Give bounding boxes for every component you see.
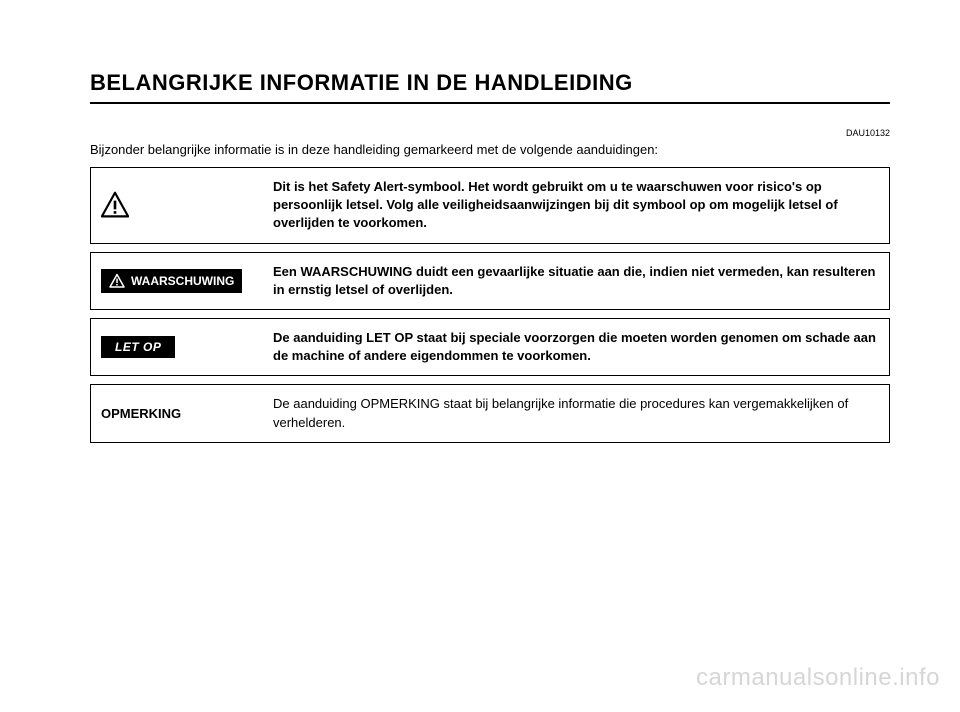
note-label: OPMERKING — [101, 406, 181, 421]
box-note-left: OPMERKING — [91, 385, 261, 441]
intro-text: Bijzonder belangrijke informatie is in d… — [90, 142, 890, 157]
box-safety-alert-left — [91, 168, 261, 243]
box-caution: LET OP De aanduiding LET OP staat bij sp… — [90, 318, 890, 376]
document-code: DAU10132 — [90, 128, 890, 138]
manual-page: BELANGRIJKE INFORMATIE IN DE HANDLEIDING… — [0, 0, 960, 712]
page-title: BELANGRIJKE INFORMATIE IN DE HANDLEIDING — [90, 70, 890, 96]
box-warning-text: Een WAARSCHUWING duidt een gevaarlijke s… — [261, 253, 889, 309]
box-note-text: De aanduiding OPMERKING staat bij belang… — [261, 385, 889, 441]
warning-badge-label: WAARSCHUWING — [131, 274, 234, 288]
hazard-triangle-icon — [109, 273, 125, 289]
title-underline — [90, 102, 890, 104]
caution-badge-label: LET OP — [115, 340, 161, 354]
box-safety-alert: Dit is het Safety Alert-symbool. Het wor… — [90, 167, 890, 244]
legend-boxes: Dit is het Safety Alert-symbool. Het wor… — [90, 167, 890, 443]
box-note: OPMERKING De aanduiding OPMERKING staat … — [90, 384, 890, 442]
watermark: carmanualsonline.info — [696, 664, 940, 692]
hazard-triangle-icon — [101, 191, 129, 219]
caution-badge: LET OP — [101, 336, 175, 358]
box-caution-left: LET OP — [91, 319, 261, 375]
warning-badge: WAARSCHUWING — [101, 269, 242, 293]
box-safety-alert-text: Dit is het Safety Alert-symbool. Het wor… — [261, 168, 889, 243]
box-warning: WAARSCHUWING Een WAARSCHUWING duidt een … — [90, 252, 890, 310]
box-warning-left: WAARSCHUWING — [91, 253, 261, 309]
box-caution-text: De aanduiding LET OP staat bij speciale … — [261, 319, 889, 375]
